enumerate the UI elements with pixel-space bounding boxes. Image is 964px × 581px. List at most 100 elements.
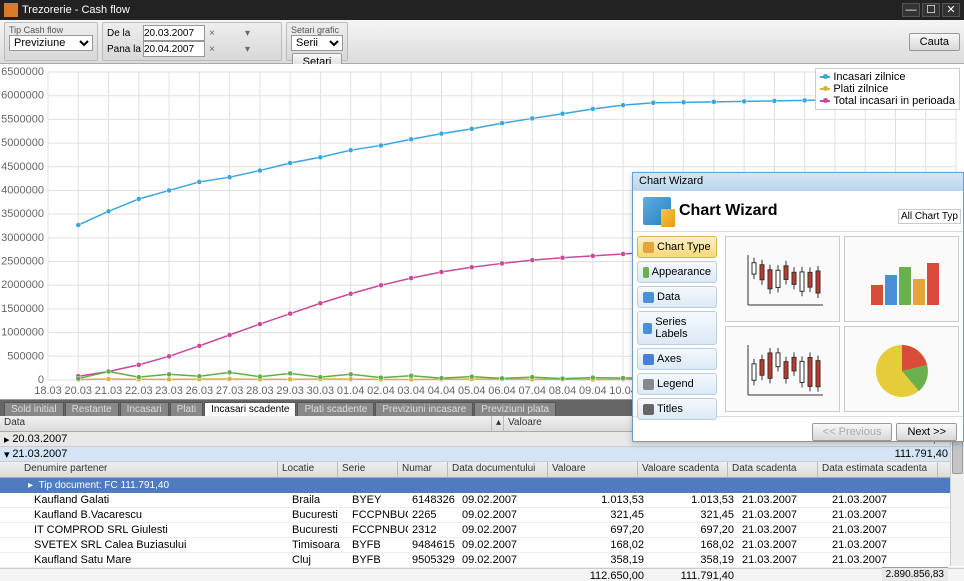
cell: 168,02	[648, 539, 738, 551]
tab-plati[interactable]: Plati	[170, 402, 203, 416]
cell: 321,45	[558, 509, 648, 521]
wizard-nav-appearance[interactable]: Appearance	[637, 261, 717, 283]
pana-la-label: Pana la	[107, 44, 141, 55]
table-row[interactable]: SVETEX SRL Calea BuziasuluiTimisoaraBYFB…	[0, 538, 964, 553]
grid-scrollbar[interactable]	[950, 432, 964, 566]
cell: 21.03.2007	[828, 524, 948, 536]
expand-icon[interactable]: ▾	[4, 448, 10, 461]
wizard-titlebar[interactable]: Chart Wizard	[633, 173, 963, 191]
minimize-button[interactable]: —	[902, 3, 920, 17]
all-chart-types-tab[interactable]: All Chart Typ	[898, 209, 961, 224]
svg-text:22.03: 22.03	[125, 385, 153, 397]
col-data[interactable]: Data	[0, 416, 492, 431]
cell: 09.02.2007	[458, 554, 558, 566]
legend-item[interactable]: Plati zilnice	[820, 83, 955, 95]
svg-text:03.04: 03.04	[397, 385, 425, 397]
wizard-nav: Chart Type Appearance Data Series Labels Axe…	[633, 232, 721, 416]
tab-previziuni-incasare[interactable]: Previziuni incasare	[375, 402, 473, 416]
tip-cashflow-group: Tip Cash flow Previziune	[4, 22, 98, 61]
wizard-nav-legend[interactable]: Legend	[637, 373, 717, 395]
tab-plati-scadente[interactable]: Plati scadente	[297, 402, 374, 416]
cell: 21.03.2007	[828, 509, 948, 521]
svg-text:4000000: 4000000	[1, 184, 44, 196]
svg-text:20.03: 20.03	[65, 385, 93, 397]
setari-group: Setari grafic Serii Setari	[286, 22, 348, 61]
svg-text:29.03: 29.03	[276, 385, 304, 397]
svg-text:3000000: 3000000	[1, 232, 44, 244]
maximize-button[interactable]: ☐	[922, 3, 940, 17]
col-locatie[interactable]: Locatie	[278, 462, 338, 477]
table-row[interactable]: Kaufland GalatiBrailaBYEY614832609.02.20…	[0, 493, 964, 508]
serii-select[interactable]: Serii	[291, 35, 343, 51]
date-to-input[interactable]	[143, 41, 205, 57]
chart-area: 0500000100000015000002000000250000030000…	[0, 64, 964, 400]
expand-icon[interactable]: ▸	[4, 433, 10, 446]
col-data-scadenta[interactable]: Data scadenta	[728, 462, 818, 477]
date-from-input[interactable]	[143, 25, 205, 41]
legend-item[interactable]: Incasari zilnice	[820, 71, 955, 83]
window-title: Trezorerie - Cash flow	[22, 4, 900, 16]
table-row[interactable]: Kaufland Satu MareClujBYFB950532909.02.2…	[0, 553, 964, 568]
table-row[interactable]: Kaufland B.VacarescuBucurestiFCCPNBUC226…	[0, 508, 964, 523]
cell: BYFB	[348, 539, 408, 551]
col-valoare[interactable]: Valoare	[548, 462, 638, 477]
cell: 9484615	[408, 539, 458, 551]
chart-thumb-candlestick[interactable]	[725, 236, 840, 322]
cauta-button[interactable]: Cauta	[909, 33, 960, 51]
tab-sold-initial[interactable]: Sold initial	[4, 402, 64, 416]
col-numar[interactable]: Numar	[398, 462, 448, 477]
tab-previziuni-plata[interactable]: Previziuni plata	[474, 402, 556, 416]
col-sort-icon[interactable]: ▴	[492, 416, 504, 431]
svg-text:05.04: 05.04	[458, 385, 486, 397]
clear-to-icon[interactable]: ×	[207, 44, 241, 55]
tab-restante[interactable]: Restante	[65, 402, 119, 416]
svg-text:500000: 500000	[7, 350, 44, 362]
close-button[interactable]: ✕	[942, 3, 960, 17]
col-data-documentului[interactable]: Data documentului	[448, 462, 548, 477]
svg-text:3500000: 3500000	[1, 208, 44, 220]
doc-type-row[interactable]: ▸ Tip document: FC 111.791,40	[0, 478, 964, 493]
chart-legend: Incasari zilnicePlati zilniceTotal incas…	[815, 68, 960, 110]
grid-icon	[643, 292, 654, 303]
svg-text:6500000: 6500000	[1, 66, 44, 78]
wizard-heading: Chart Wizard	[679, 202, 778, 220]
subtotal-row: 112.650,00111.791,40	[0, 568, 964, 581]
bars-icon	[643, 242, 654, 253]
col-serie[interactable]: Serie	[338, 462, 398, 477]
svg-text:26.03: 26.03	[186, 385, 214, 397]
list-icon	[643, 379, 654, 390]
cell: 21.03.2007	[738, 554, 828, 566]
cell: 21.03.2007	[738, 539, 828, 551]
chart-thumb-pie[interactable]	[844, 326, 959, 412]
wizard-prev-button[interactable]: << Previous	[812, 423, 893, 441]
cell: 21.03.2007	[738, 509, 828, 521]
cell: 09.02.2007	[458, 539, 558, 551]
cell: 358,19	[558, 554, 648, 566]
legend-item[interactable]: Total incasari in perioada	[820, 95, 955, 107]
cell: 09.02.2007	[458, 509, 558, 521]
col-valoare-scadenta[interactable]: Valoare scadenta	[638, 462, 728, 477]
group-row[interactable]: ▾ 21.03.2007111.791,40	[0, 447, 964, 462]
svg-text:5000000: 5000000	[1, 137, 44, 149]
wizard-nav-data[interactable]: Data	[637, 286, 717, 308]
wizard-nav-chart-type[interactable]: Chart Type	[637, 236, 717, 258]
col-data-estimata-scadenta[interactable]: Data estimata scadenta	[818, 462, 938, 477]
dropdown-from-icon[interactable]: ▾	[243, 28, 277, 39]
cell: Timisoara	[288, 539, 348, 551]
tip-select[interactable]: Previziune	[9, 35, 93, 51]
col-denumire-partener[interactable]: Denumire partener	[20, 462, 278, 477]
wizard-nav-series-labels[interactable]: Series Labels	[637, 311, 717, 345]
table-row[interactable]: IT COMPROD SRL GiulestiBucurestiFCCPNBUC…	[0, 523, 964, 538]
dropdown-to-icon[interactable]: ▾	[243, 44, 277, 55]
chart-thumb-candlestick2[interactable]	[725, 326, 840, 412]
wizard-nav-axes[interactable]: Axes	[637, 348, 717, 370]
wizard-next-button[interactable]: Next >>	[896, 423, 957, 441]
cell: Kaufland Satu Mare	[30, 554, 288, 566]
cell: SVETEX SRL Calea Buziasului	[30, 539, 288, 551]
tab-incasari[interactable]: Incasari	[120, 402, 169, 416]
chart-thumb-3dbar[interactable]	[844, 236, 959, 322]
wizard-nav-titles[interactable]: Titles	[637, 398, 717, 420]
cell: Cluj	[288, 554, 348, 566]
tab-incasari-scadente[interactable]: Incasari scadente	[204, 402, 296, 416]
clear-from-icon[interactable]: ×	[207, 28, 241, 39]
